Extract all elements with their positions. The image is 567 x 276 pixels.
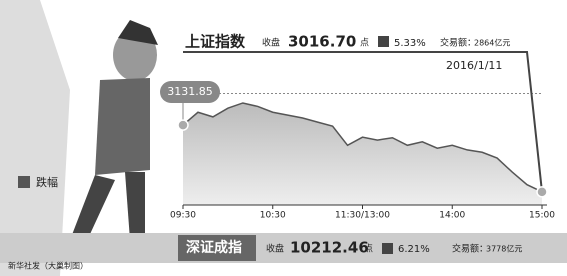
- infographic: 跌幅 上证指数 收盘 3016.70 点 5.33% 交易额： 2864亿元 2…: [0, 0, 567, 276]
- label: 收盘: [266, 243, 284, 255]
- index-name: 深证成指: [186, 239, 242, 256]
- legend-label: 跌幅: [36, 175, 58, 189]
- endpoint: [537, 187, 547, 197]
- x-tick-label: 11:30/13:00: [335, 211, 390, 221]
- x-tick-label: 09:30: [170, 211, 196, 221]
- x-tick-label: 10:30: [260, 211, 286, 221]
- x-tick-label: 14:00: [439, 211, 465, 221]
- icon: [378, 36, 389, 47]
- start-label: 3131.85: [167, 85, 213, 98]
- close: 3016.70: [288, 33, 356, 51]
- unit: 点: [360, 38, 369, 49]
- volume: 3778亿元: [486, 244, 522, 254]
- icon: [382, 243, 393, 254]
- close: 10212.46: [290, 239, 369, 257]
- x-tick-label: 15:00: [529, 211, 555, 221]
- endpoint: [178, 120, 188, 130]
- change: 5.33%: [394, 38, 426, 49]
- label: 收盘: [262, 37, 280, 49]
- date: 2016/1/11: [446, 59, 502, 72]
- volume: 2864亿元: [474, 38, 510, 48]
- change: 6.21%: [398, 244, 430, 255]
- index-name: 上证指数: [185, 33, 246, 51]
- unit: 点: [364, 244, 373, 255]
- credit: 新华社发（大巢制图）: [8, 261, 88, 271]
- legend-swatch: [18, 176, 30, 188]
- label: 交易额：: [452, 243, 488, 255]
- label: 交易额：: [440, 37, 476, 49]
